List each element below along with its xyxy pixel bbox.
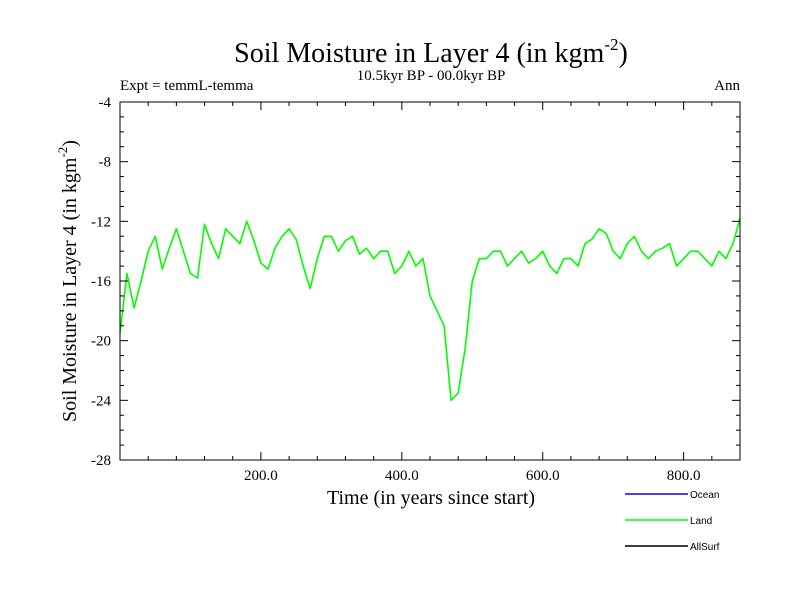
x-tick-label: 400.0 (385, 468, 419, 484)
chart-subtitle: 10.5kyr BP - 00.0kyr BP (357, 68, 506, 84)
y-tick-label: -28 (91, 453, 111, 469)
chart-title: Soil Moisture in Layer 4 (in kgm-2) (234, 35, 628, 69)
y-tick-label: -24 (91, 393, 111, 409)
legend-label-land: Land (690, 516, 712, 527)
plot-frame (119, 101, 741, 461)
x-tick-label: 800.0 (667, 468, 701, 484)
x-tick-label: 600.0 (526, 468, 560, 484)
y-tick-label: -4 (99, 95, 112, 111)
y-tick-label: -20 (91, 334, 111, 350)
expt-label: Expt = temmL-temma (120, 78, 254, 94)
legend: Ocean Land AllSurf (625, 490, 720, 553)
y-tick-label: -16 (91, 274, 111, 290)
season-label: Ann (714, 78, 740, 94)
series-line-land (119, 218, 741, 402)
y-tick-label: -12 (91, 214, 111, 230)
y-axis-label: Soil Moisture in Layer 4 (in kgm-2) (55, 140, 81, 422)
legend-label-ocean: Ocean (690, 490, 719, 501)
x-axis-label: Time (in years since start) (327, 487, 535, 509)
x-tick-label: 200.0 (244, 468, 278, 484)
axes: -4 -8 -12 -16 -20 -24 -28 200.0 400.0 600.0 800.0 (91, 95, 740, 484)
plot-area (119, 218, 741, 402)
y-tick-label: -8 (99, 155, 112, 171)
legend-label-allsurf: AllSurf (690, 542, 720, 553)
